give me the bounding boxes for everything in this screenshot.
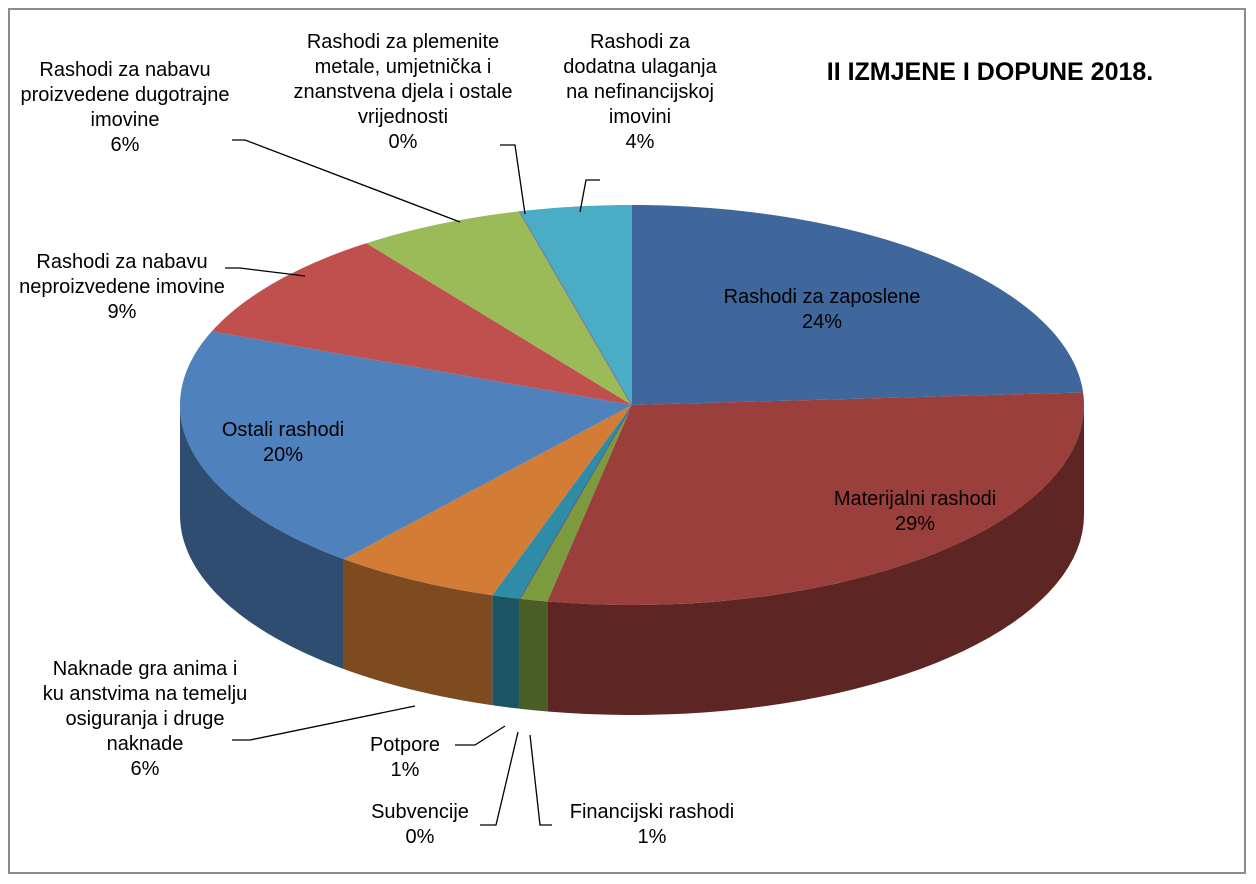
slice-percent: 1% (637, 826, 667, 848)
slice-percent: 4% (625, 131, 655, 153)
slice-percent: 0% (388, 131, 418, 153)
slice (343, 405, 632, 596)
leader-line (500, 144, 526, 215)
slice-name: Ostali rashodi (221, 419, 345, 441)
leader-line (232, 705, 416, 741)
data-label: Subvencije 0% (350, 800, 490, 850)
slice-side (547, 405, 1084, 715)
leader-line (480, 731, 519, 826)
leader-line (529, 734, 552, 826)
leader-lines (225, 139, 600, 826)
slice (632, 205, 1084, 405)
slice (180, 331, 633, 560)
leader-line (225, 267, 306, 277)
slice-percent: 29% (894, 513, 936, 535)
slice (211, 243, 632, 405)
slice-side (519, 598, 548, 712)
slice-name: Rashodi za zaposlene (723, 286, 921, 308)
data-label: Materijalni rashodi 29% (785, 487, 1045, 537)
slice-percent: 0% (405, 826, 435, 848)
slice-percent: 9% (107, 301, 137, 323)
slice-percent: 6% (130, 758, 160, 780)
slice-name: Rashodi za plemenite metale, umjetnička … (293, 31, 513, 128)
data-label: Ostali rashodi 20% (183, 418, 383, 468)
slice (547, 392, 1084, 605)
slice-name: Materijalni rashodi (833, 488, 997, 510)
slice (519, 205, 632, 405)
slice-side (180, 405, 344, 670)
slice-side (343, 559, 493, 706)
slice (366, 211, 632, 405)
slice-side (492, 595, 520, 709)
data-label: Rashodi za plemenite metale, umjetnička … (283, 30, 523, 155)
slice-percent: 6% (110, 134, 140, 156)
slice-name: Financijski rashodi (569, 801, 735, 823)
leader-line (579, 179, 600, 213)
slice-name: Rashodi za nabavu proizvedene dugotrajne… (20, 59, 230, 131)
slice-percent: 20% (262, 444, 304, 466)
leader-line (232, 139, 461, 223)
data-label: Potpore 1% (345, 733, 465, 783)
leader-line (455, 725, 506, 746)
slice-name: Potpore (369, 734, 441, 756)
slice-percent: 24% (801, 311, 843, 333)
data-label: Financijski rashodi 1% (532, 800, 772, 850)
data-label: Rashodi za zaposlene 24% (692, 285, 952, 335)
chart-title: II IZMJENE I DOPUNE 2018. (826, 58, 1154, 86)
data-label: Rashodi za dodatna ulaganja na nefinanci… (555, 30, 725, 155)
slice (492, 405, 632, 599)
data-label: Naknade gra anima i ku anstvima na temel… (40, 657, 250, 782)
data-label: Rashodi za nabavu neproizvedene imovine 9… (12, 250, 232, 325)
slice-name: Subvencije (371, 801, 469, 823)
slice-name: Rashodi za dodatna ulaganja na nefinanci… (563, 31, 717, 128)
slice-name: Naknade gra anima i ku anstvima na temel… (42, 658, 248, 755)
data-label: Rashodi za nabavu proizvedene dugotrajne… (10, 58, 240, 158)
slice-name: Rashodi za nabavu neproizvedene imovine (19, 251, 225, 298)
pie (180, 205, 1084, 715)
slice-percent: 1% (390, 759, 420, 781)
